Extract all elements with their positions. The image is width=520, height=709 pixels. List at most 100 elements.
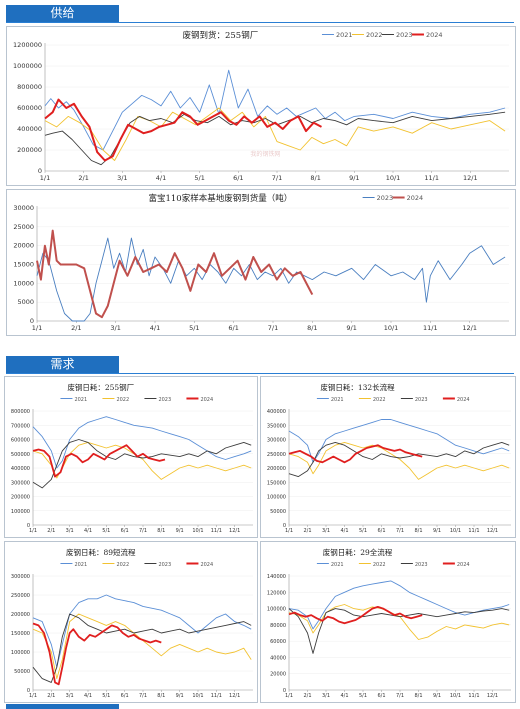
chart-panel: 废钢到货：255钢厂 2021 2022 2023 2024 0 200000 400000 6… [6, 26, 516, 186]
series-line-2021 [288, 419, 510, 463]
x-tick-label: 8/1 [414, 693, 422, 699]
y-tick-label: 100000 [267, 495, 286, 501]
chart-panel: 废钢日耗：255钢厂 2021 2022 2023 2024 0 100000 200000 3… [4, 376, 258, 538]
y-tick-label: 10000 [13, 279, 34, 287]
series-line-2023 [32, 439, 252, 489]
series-line-2022 [288, 604, 510, 640]
x-tick-label: 12/1 [229, 528, 240, 534]
chart-svg: 废钢日耗：255钢厂 2021 2022 2023 2024 0 100000 200000 3… [11, 382, 253, 534]
x-tick-label: 11/1 [423, 324, 438, 332]
legend-label: 2022 [373, 562, 386, 568]
x-tick-label: 3/1 [66, 693, 74, 699]
x-tick-label: 12/1 [229, 693, 240, 699]
y-tick-label: 120000 [267, 590, 286, 596]
x-tick-label: 12/1 [487, 693, 498, 699]
series-line-2021 [32, 416, 252, 469]
y-tick-label: 800000 [17, 83, 42, 91]
x-tick-label: 1/1 [32, 324, 42, 332]
series-line-2023 [288, 608, 510, 654]
chart-title: 废钢日耗：255钢厂 [67, 382, 134, 392]
legend-label: 2022 [116, 562, 129, 568]
chart-panel: 富宝110家样本基地废钢到货量（吨） 2023 2024 0 5000 10000 1500… [6, 189, 516, 336]
section-header-demand: 需求 [6, 356, 119, 373]
x-tick-label: 10/1 [450, 528, 461, 534]
y-tick-label: 300000 [11, 574, 30, 580]
y-tick-label: 5000 [17, 298, 34, 306]
x-tick-label: 2/1 [303, 693, 311, 699]
series-line-2021 [44, 69, 506, 151]
x-tick-label: 5/1 [359, 693, 367, 699]
x-tick-label: 3/1 [117, 174, 127, 182]
x-tick-label: 8/1 [310, 174, 320, 182]
series-line-2024 [32, 444, 166, 478]
y-tick-label: 400000 [11, 466, 30, 472]
x-tick-label: 9/1 [176, 693, 184, 699]
y-tick-label: 100000 [11, 650, 30, 656]
x-tick-label: 9/1 [349, 174, 359, 182]
y-tick-label: 800000 [11, 409, 30, 415]
series-line-2023 [44, 111, 506, 166]
y-tick-label: 200000 [17, 146, 42, 154]
series-line-2022 [32, 613, 252, 680]
x-tick-label: 10/1 [384, 324, 399, 332]
y-tick-label: 150000 [267, 480, 286, 486]
x-tick-label: 4/1 [156, 174, 166, 182]
y-tick-label: 0 [27, 688, 30, 694]
x-tick-label: 3/1 [322, 693, 330, 699]
x-tick-label: 7/1 [139, 693, 147, 699]
legend-label: 2022 [373, 397, 386, 403]
series-line-2024 [32, 622, 162, 686]
x-tick-label: 10/1 [192, 528, 203, 534]
x-tick-label: 8/1 [414, 528, 422, 534]
series-line-2024 [36, 229, 314, 319]
y-tick-label: 0 [283, 523, 286, 529]
x-tick-label: 10/1 [450, 693, 461, 699]
x-tick-label: 11/1 [468, 528, 479, 534]
y-tick-label: 400000 [267, 409, 286, 415]
legend-label: 2024 [426, 31, 443, 39]
x-tick-label: 5/1 [102, 693, 110, 699]
y-tick-label: 25000 [13, 223, 34, 231]
legend-label: 2022 [366, 31, 383, 39]
series-line-2024 [44, 98, 322, 162]
legend-label: 2023 [158, 397, 171, 403]
section-header-supply: 供给 [6, 5, 119, 22]
series-line-2023 [32, 613, 252, 683]
x-tick-label: 5/1 [189, 324, 199, 332]
y-tick-label: 20000 [270, 672, 286, 678]
chart-title: 废钢日耗：29全流程 [323, 547, 393, 557]
y-tick-label: 100000 [267, 607, 286, 613]
x-tick-label: 4/1 [340, 693, 348, 699]
x-tick-label: 7/1 [396, 693, 404, 699]
y-tick-label: 0 [283, 688, 286, 694]
y-tick-label: 500000 [11, 452, 30, 458]
y-tick-label: 140000 [267, 574, 286, 580]
y-tick-label: 600000 [17, 104, 42, 112]
x-tick-label: 7/1 [396, 528, 404, 534]
legend-label: 2023 [415, 562, 428, 568]
x-tick-label: 3/1 [322, 528, 330, 534]
y-tick-label: 150000 [11, 631, 30, 637]
y-tick-label: 20000 [13, 242, 34, 250]
y-tick-label: 200000 [11, 495, 30, 501]
x-tick-label: 1/1 [285, 693, 293, 699]
x-tick-label: 2/1 [71, 324, 81, 332]
x-tick-label: 7/1 [272, 174, 282, 182]
y-tick-label: 200000 [267, 466, 286, 472]
y-tick-label: 60000 [270, 639, 286, 645]
y-tick-label: 15000 [13, 261, 34, 269]
x-tick-label: 5/1 [359, 528, 367, 534]
x-tick-label: 2/1 [78, 174, 88, 182]
x-tick-label: 2/1 [47, 693, 55, 699]
y-tick-label: 700000 [11, 423, 30, 429]
x-tick-label: 10/1 [192, 693, 203, 699]
x-tick-label: 3/1 [110, 324, 120, 332]
series-line-2024 [288, 444, 423, 464]
legend-label: 2024 [457, 562, 470, 568]
x-tick-label: 11/1 [468, 693, 479, 699]
y-tick-label: 30000 [13, 204, 34, 212]
x-tick-label: 2/1 [47, 528, 55, 534]
section-divider [6, 704, 119, 709]
x-tick-label: 7/1 [139, 528, 147, 534]
x-tick-label: 1/1 [29, 528, 37, 534]
